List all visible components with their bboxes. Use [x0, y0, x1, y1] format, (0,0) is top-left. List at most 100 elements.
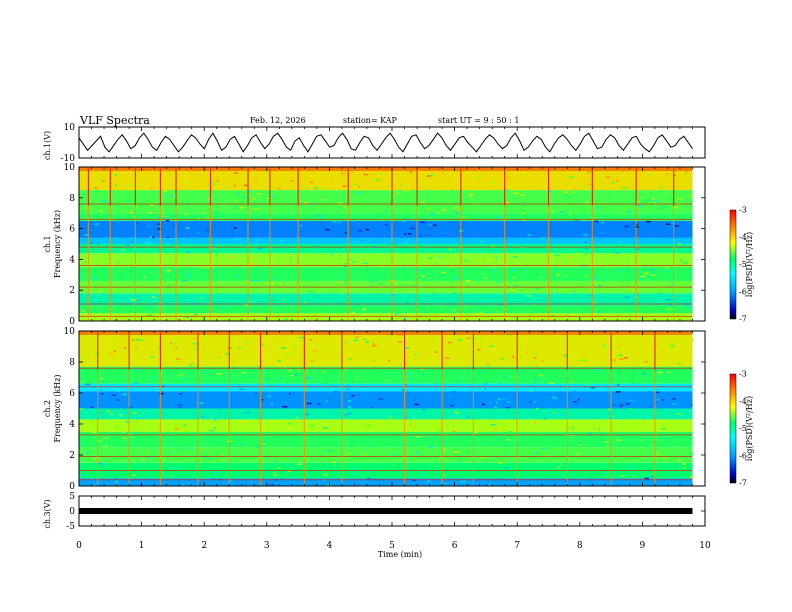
ch1-spectrogram-y-tick-label: 4: [69, 255, 75, 265]
ch2-spectrogram-speckle: [281, 347, 287, 349]
ch2-spectrogram-speckle: [355, 336, 360, 338]
ch2-spectrogram-speckle: [214, 471, 219, 474]
ch1-spectrogram-speckle: [141, 301, 145, 303]
ch2-spectrogram-speckle: [634, 417, 638, 419]
ch2-spectrogram-speckle: [378, 398, 383, 400]
ch1-spectrogram-speckle: [503, 189, 508, 191]
ch1-spectrogram-speckle: [589, 295, 594, 297]
ch1-spectrogram-speckle: [441, 209, 446, 211]
ch2-spectrogram-speckle: [218, 409, 221, 411]
ch1-spectrogram-speckle: [114, 184, 118, 187]
ch2-spectrogram-speckle: [179, 373, 184, 376]
ch1-spectrogram-speckle: [234, 184, 236, 187]
ch2-spectrogram-speckle: [431, 375, 434, 378]
ch1-spectrogram-speckle: [551, 210, 554, 213]
ch1-spectrogram-speckle: [539, 277, 543, 279]
ch2-spectrogram-speckle: [146, 415, 150, 417]
ch2-spectrogram-speckle: [369, 422, 375, 425]
ch2-spectrogram-speckle: [80, 442, 83, 445]
ch1-spectrogram-speckle: [674, 225, 679, 227]
ch1-spectrogram-speckle: [512, 276, 516, 279]
ch1-spectrogram-speckle: [254, 276, 257, 279]
ch2-spectrogram-speckle: [147, 456, 151, 459]
ch1-spectrogram-speckle: [358, 192, 362, 194]
ch2-spectrogram-speckle: [322, 451, 327, 454]
ch1-spectrogram-speckle: [483, 277, 488, 279]
ch1-spectrogram-speckle: [135, 251, 138, 254]
ch1-spectrogram-speckle: [662, 270, 668, 273]
ch1-spectrogram-speckle: [274, 263, 278, 265]
ch2-spectrogram-speckle: [558, 411, 562, 414]
ch1-spectrogram-speckle: [563, 191, 569, 193]
ch1-spectrogram-speckle: [378, 173, 382, 175]
ch1-spectrogram-speckle: [145, 241, 149, 244]
ch1-spectrogram-speckle: [325, 228, 330, 231]
ch1-spectrogram-speckle: [319, 217, 324, 219]
ch1-spectrogram-speckle: [363, 262, 368, 265]
ch1-spectrogram-speckle: [404, 190, 407, 192]
ch1-spectrogram-speckle: [495, 256, 498, 259]
ch1-spectrogram-speckle: [420, 201, 425, 203]
ch1-spectrogram-speckle: [526, 231, 529, 233]
ch1-spectrogram-speckle: [464, 305, 469, 308]
ch2-spectrogram-speckle: [225, 353, 230, 355]
ch1-spectrogram-speckle: [630, 206, 632, 209]
ch1-spectrogram-speckle: [511, 269, 514, 272]
ch1-spectrogram-speckle: [486, 258, 491, 261]
ch1-spectrogram-speckle: [650, 268, 655, 271]
ch2-spectrogram-speckle: [590, 448, 594, 450]
ch1-spectrogram-speckle: [593, 277, 599, 280]
ch2-spectrogram-speckle: [179, 379, 184, 382]
ch1-spectrogram-speckle: [583, 234, 589, 236]
ch2-spectrogram-speckle: [442, 474, 447, 476]
ch1-spectrogram-speckle: [452, 309, 455, 312]
ch2-spectrogram-speckle: [216, 373, 222, 375]
ch2-spectrogram-speckle: [116, 399, 120, 401]
ch1-spectrogram-speckle: [281, 298, 285, 301]
ch2-spectrogram-speckle: [465, 417, 469, 420]
ch1-spectrogram-speckle: [470, 193, 474, 195]
ch2-spectrogram-speckle: [630, 464, 633, 467]
ch1-spectrogram-speckle: [84, 207, 87, 209]
ch2-spectrogram-speckle: [214, 419, 217, 421]
ch1-spectrogram-speckle: [426, 175, 432, 177]
ch1-spectrogram-speckle: [199, 297, 204, 299]
ch1-spectrogram-speckle: [535, 288, 541, 290]
ch1-spectrogram-speckle: [80, 310, 86, 312]
ch2-spectrogram-speckle: [177, 370, 179, 372]
ch2-spectrogram-speckle: [619, 344, 624, 346]
ch1-spectrogram-speckle: [321, 198, 325, 201]
ch1-spectrogram-speckle: [466, 279, 471, 282]
ch2-spectrogram-speckle: [628, 466, 634, 468]
ch2-spectrogram-speckle: [289, 415, 293, 418]
ch1-spectrogram-speckle: [670, 284, 674, 286]
ch1-spectrogram-speckle: [477, 258, 481, 261]
ch2-spectrogram-speckle: [357, 443, 363, 446]
ch2-spectrogram-speckle: [371, 406, 374, 409]
ch2-spectrogram-speckle: [485, 484, 489, 486]
ch2-spectrogram-speckle: [209, 429, 215, 432]
ch1-spectrogram-speckle: [403, 266, 406, 269]
ch1-spectrogram-speckle: [660, 187, 663, 189]
ch2-spectrogram-speckle: [683, 467, 686, 469]
ch1-spectrogram-speckle: [329, 253, 333, 256]
ch1-spectrogram-speckle: [598, 285, 602, 287]
ch2-spectrogram-speckle: [100, 392, 104, 395]
ch2-spectrogram-speckle: [477, 348, 481, 351]
ch2-spectrogram-speckle: [506, 362, 511, 365]
ch2-spectrogram-speckle: [100, 389, 103, 392]
ch1-spectrogram-speckle: [556, 291, 558, 293]
ch2-spectrogram-speckle: [679, 413, 681, 415]
ch2-spectrogram-speckle: [353, 339, 358, 341]
ch2-spectrogram-speckle: [223, 376, 225, 379]
ch2-spectrogram-speckle: [321, 470, 326, 473]
ch1-spectrogram-speckle: [608, 192, 612, 195]
ch1-spectrogram-y-tick-label: 10: [64, 163, 76, 173]
ch2-spectrogram-speckle: [115, 375, 117, 378]
ch2-spectrogram-speckle: [326, 457, 328, 460]
ch1-spectrogram-speckle: [122, 210, 127, 213]
ch1-spectrogram-speckle: [524, 267, 526, 269]
ch2-spectrogram-speckle: [405, 373, 411, 375]
ch1-spectrogram-speckle: [84, 234, 89, 236]
ch2-spectrogram-speckle: [336, 353, 341, 355]
